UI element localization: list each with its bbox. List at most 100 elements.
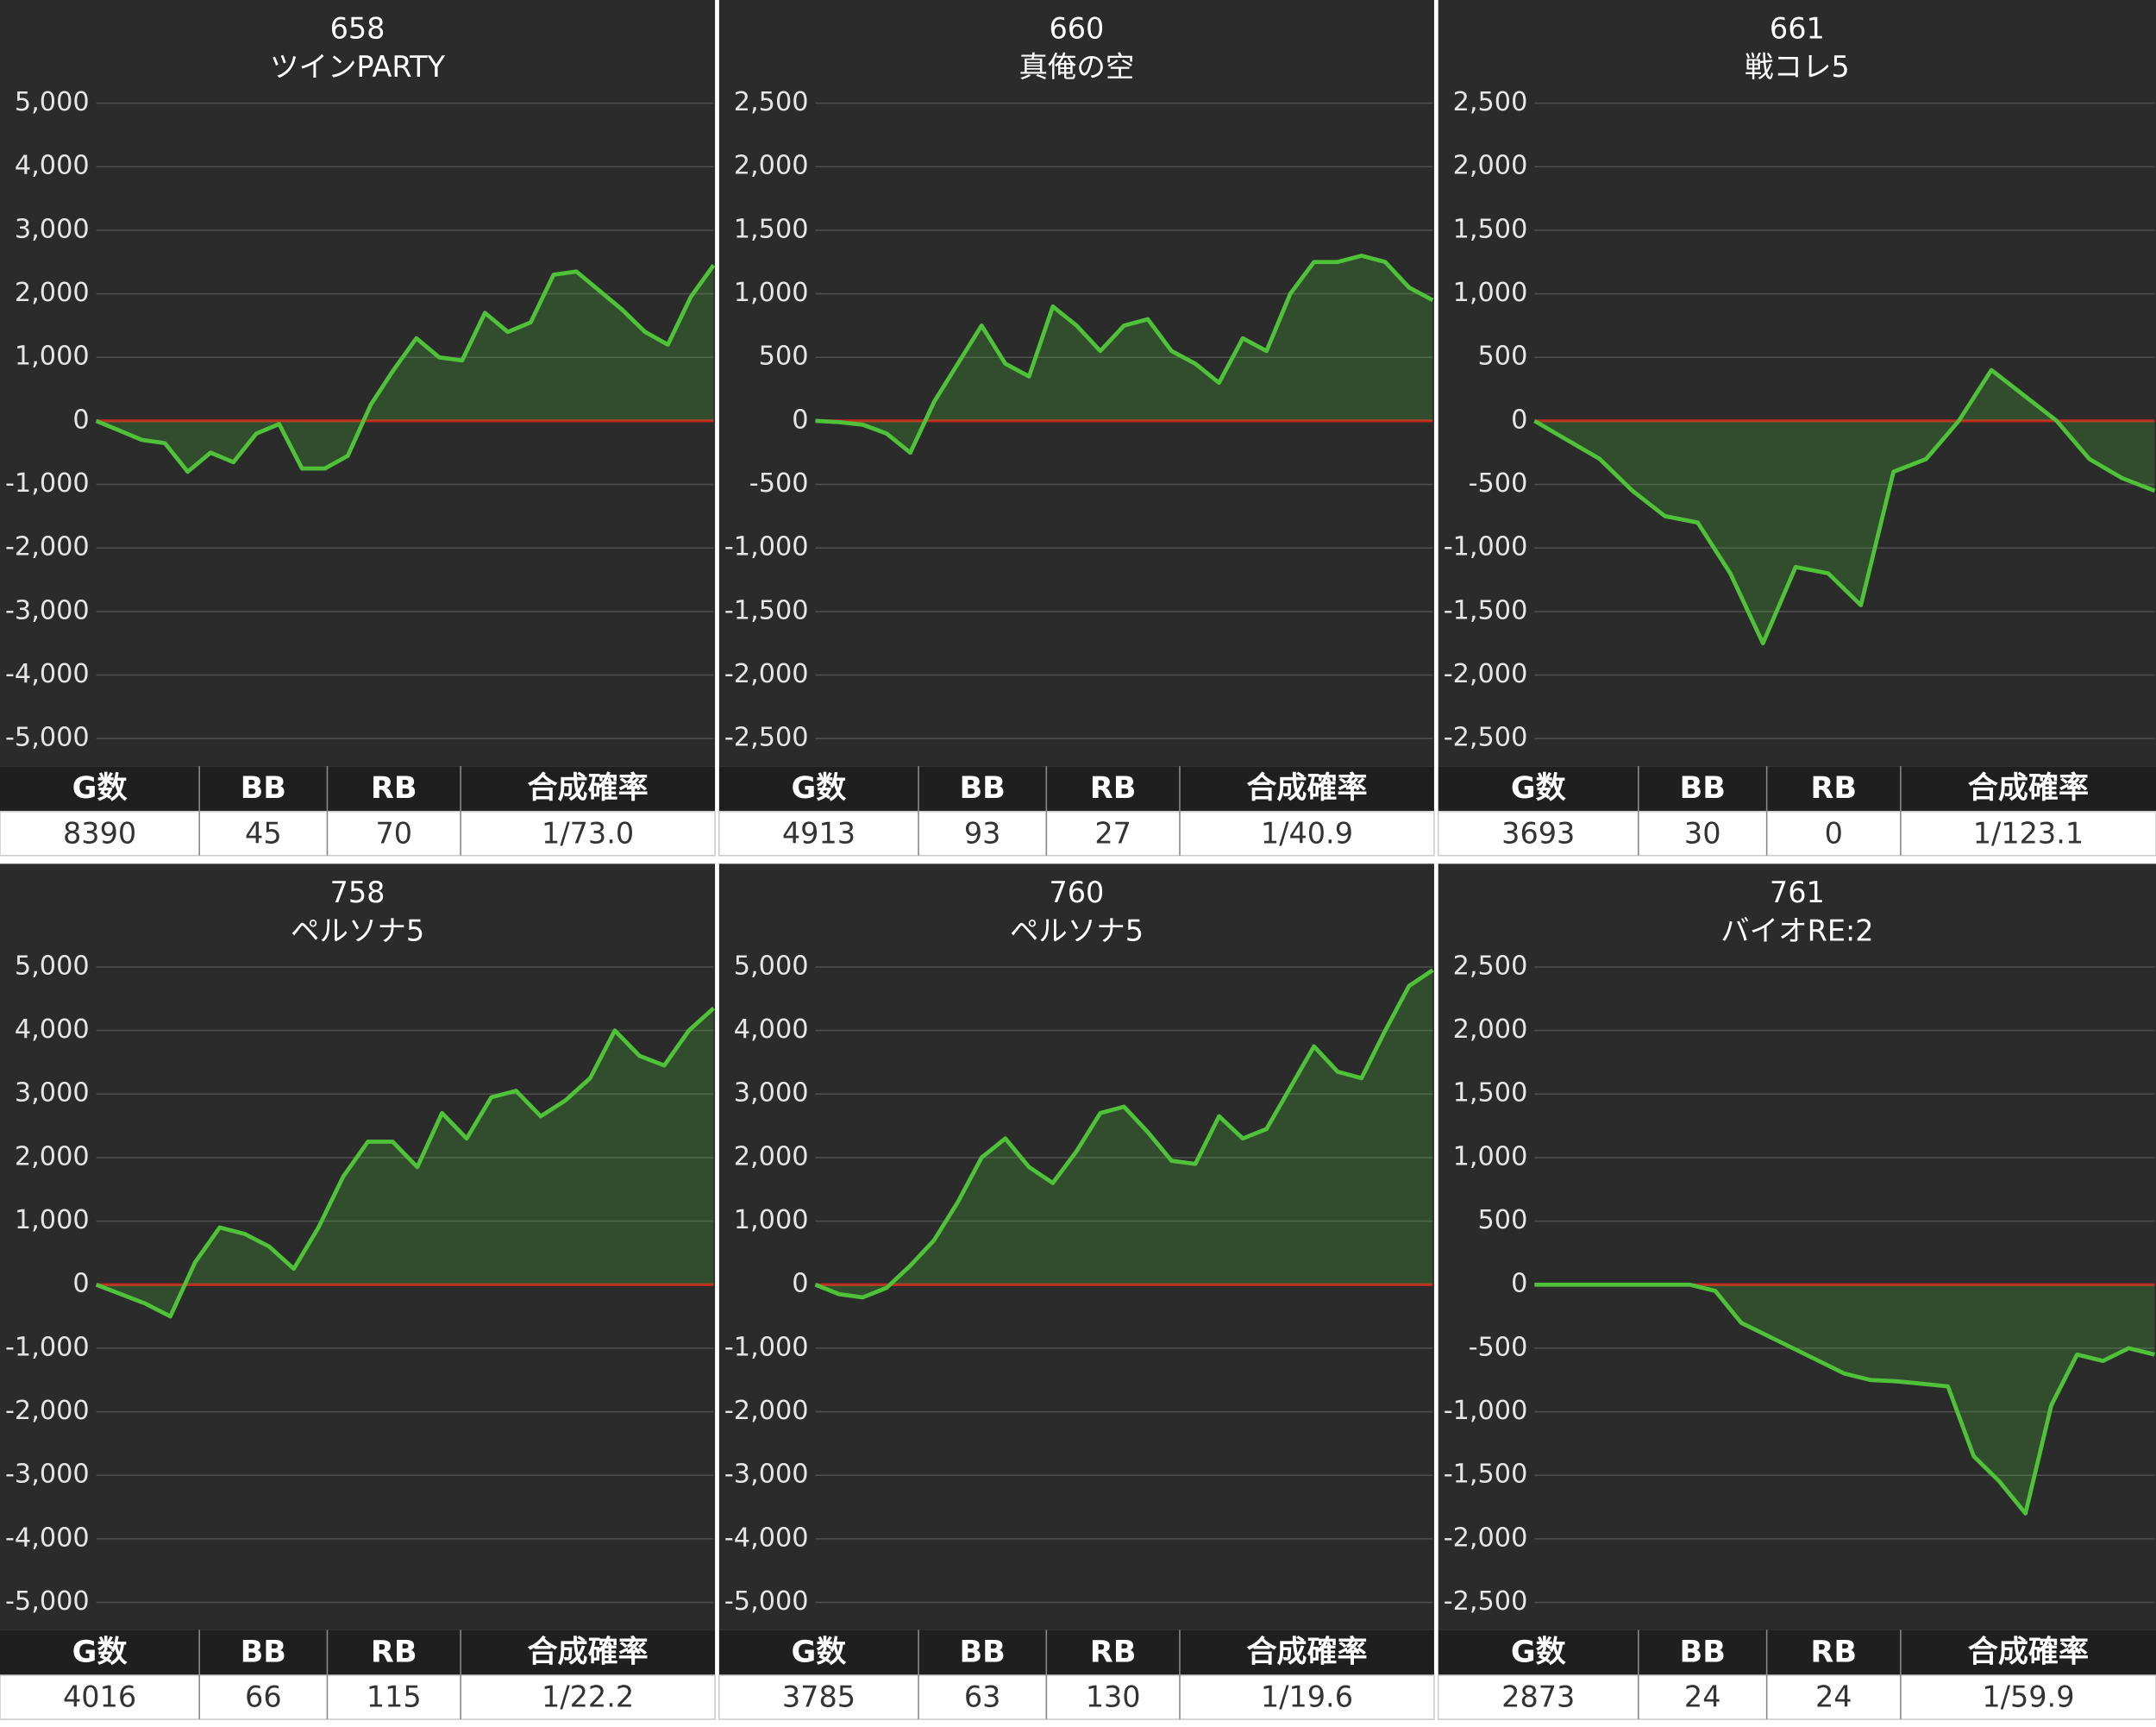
- table-cell: 3693: [1501, 816, 1575, 850]
- table-header-cell: RB: [371, 770, 417, 806]
- table-header-cell: BB: [959, 770, 1005, 806]
- table-header-cell: G数: [72, 1635, 128, 1670]
- y-tick-label: 2,000: [15, 278, 90, 308]
- table-header-cell: G数: [792, 1635, 848, 1670]
- line: [1534, 1282, 2155, 1516]
- y-tick-label: 2,000: [1453, 1014, 1528, 1045]
- chart-title: 758: [330, 876, 385, 909]
- y-tick-label: -1,500: [724, 595, 809, 625]
- table-header-cell: RB: [1810, 1635, 1857, 1670]
- line: [1533, 367, 2156, 646]
- y-tick-label: -3,000: [5, 595, 90, 625]
- y-tick-label: 1,500: [734, 214, 809, 244]
- table-cell: 24: [1684, 1680, 1721, 1714]
- table-cell: 4913: [782, 816, 856, 850]
- y-tick-label: -1,000: [1444, 532, 1528, 562]
- table-header-cell: BB: [959, 1635, 1005, 1670]
- y-tick-label: 0: [1511, 405, 1527, 435]
- y-tick-label: -1,500: [1444, 1460, 1528, 1490]
- table-cell: 1/40.9: [1261, 816, 1353, 850]
- y-tick-label: 500: [759, 342, 809, 372]
- table-header-cell: 合成確率: [527, 770, 648, 806]
- y-tick-label: 5,000: [734, 951, 809, 981]
- area-fill: [96, 265, 714, 472]
- y-tick-label: 2,000: [734, 1141, 809, 1171]
- table-header-cell: BB: [241, 1635, 286, 1670]
- line: [814, 968, 1434, 1300]
- table-cell: 2873: [1501, 1680, 1575, 1714]
- y-tick-label: -1,500: [1444, 595, 1528, 625]
- table-row-bg: [0, 1674, 716, 1720]
- y-tick-label: -1,000: [5, 1332, 90, 1362]
- y-tick-label: -2,000: [1444, 659, 1528, 689]
- table-header-cell: RB: [1090, 1635, 1137, 1670]
- y-tick-label: -5,000: [724, 1586, 809, 1617]
- panel-background: [718, 0, 1434, 767]
- y-tick-label: 0: [1511, 1269, 1527, 1299]
- chart-title: 761: [1770, 876, 1825, 909]
- table-header-cell: BB: [1680, 770, 1726, 806]
- y-tick-label: 500: [1478, 1205, 1528, 1235]
- y-tick-label: 2,000: [15, 1141, 90, 1171]
- table-cell: 115: [367, 1680, 422, 1714]
- y-tick-label: 2,500: [1453, 951, 1528, 981]
- y-tick-label: 4,000: [734, 1014, 809, 1045]
- table-header-cell: 合成確率: [1968, 1635, 2089, 1670]
- table-cell: 130: [1086, 1680, 1141, 1714]
- table-header-cell: G数: [792, 770, 848, 806]
- table-cell: 4016: [63, 1680, 136, 1714]
- y-tick-label: 1,000: [15, 1205, 90, 1235]
- panel-background: [1438, 0, 2156, 767]
- y-tick-label: 2,000: [734, 151, 809, 181]
- y-tick-label: -500: [749, 468, 809, 499]
- y-tick-label: -3,000: [5, 1460, 90, 1490]
- y-tick-label: 5,000: [15, 951, 90, 981]
- y-tick-label: -1,000: [1444, 1396, 1528, 1426]
- area-fill: [815, 255, 1433, 453]
- chart-subtitle: 真俺の空: [1018, 50, 1134, 84]
- y-tick-label: 0: [792, 405, 808, 435]
- y-tick-label: -5,000: [5, 1586, 90, 1617]
- y-tick-label: 5,000: [15, 87, 90, 117]
- panel-background: [718, 864, 1434, 1630]
- chart-title: 661: [1770, 12, 1825, 46]
- table-cell: 93: [964, 816, 1001, 850]
- table-header-cell: RB: [1810, 770, 1857, 806]
- table-cell: 1/22.2: [542, 1680, 634, 1714]
- area-fill: [1534, 1284, 2155, 1514]
- table-header-bg: [718, 1630, 1434, 1676]
- y-tick-label: -2,000: [724, 659, 809, 689]
- y-tick-label: -4,000: [5, 1523, 90, 1553]
- y-tick-label: 0: [72, 1269, 89, 1299]
- table-cell: 0: [1825, 816, 1843, 850]
- table-row-bg: [1437, 1674, 2156, 1720]
- chart-subtitle: ツインPARTY: [270, 50, 446, 84]
- y-tick-label: 3,000: [15, 214, 90, 244]
- table-header-bg: [1438, 766, 2156, 812]
- table-header-cell: 合成確率: [1246, 1635, 1367, 1670]
- y-tick-label: 1,000: [734, 278, 809, 308]
- chart-title: 658: [330, 12, 385, 46]
- y-tick-label: 0: [72, 405, 89, 435]
- y-tick-label: -1,000: [724, 532, 809, 562]
- chart-subtitle: バイオRE:2: [1720, 914, 1873, 948]
- table-row-bg: [1437, 810, 2156, 857]
- table-header-cell: 合成確率: [1246, 770, 1367, 806]
- y-tick-label: 3,000: [734, 1078, 809, 1108]
- y-tick-label: 1,000: [15, 342, 90, 372]
- area-fill: [815, 970, 1433, 1297]
- y-tick-label: -5,000: [5, 723, 90, 753]
- table-cell: 63: [964, 1680, 1001, 1714]
- area-fill: [96, 1008, 714, 1317]
- y-tick-label: 1,500: [1453, 1078, 1528, 1108]
- y-tick-label: -2,500: [724, 723, 809, 753]
- chart-subtitle: ペルソナ5: [1010, 914, 1144, 948]
- table-header-cell: RB: [1090, 770, 1137, 806]
- y-tick-label: -2,000: [724, 1396, 809, 1426]
- panel-background: [0, 0, 716, 767]
- table-cell: 3785: [782, 1680, 856, 1714]
- y-tick-label: -2,000: [5, 532, 90, 562]
- table-cell: 27: [1094, 816, 1131, 850]
